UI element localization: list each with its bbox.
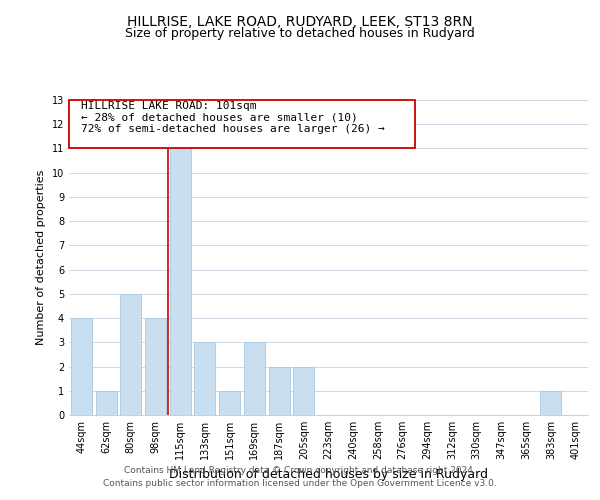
Text: HILLRISE LAKE ROAD: 101sqm
← 28% of detached houses are smaller (10)
72% of semi: HILLRISE LAKE ROAD: 101sqm ← 28% of deta… [82, 101, 385, 134]
Text: Size of property relative to detached houses in Rudyard: Size of property relative to detached ho… [125, 28, 475, 40]
Bar [244, 342, 265, 415]
Bar [269, 366, 290, 415]
Bar [293, 366, 314, 415]
Text: Contains HM Land Registry data © Crown copyright and database right 2024.
Contai: Contains HM Land Registry data © Crown c… [103, 466, 497, 487]
Text: HILLRISE, LAKE ROAD, RUDYARD, LEEK, ST13 8RN: HILLRISE, LAKE ROAD, RUDYARD, LEEK, ST13… [127, 15, 473, 29]
Bar [71, 318, 92, 415]
Bar [170, 148, 191, 415]
Bar [120, 294, 141, 415]
Bar [219, 391, 240, 415]
Bar [145, 318, 166, 415]
FancyBboxPatch shape [69, 100, 415, 148]
Bar [95, 391, 116, 415]
Y-axis label: Number of detached properties: Number of detached properties [36, 170, 46, 345]
Bar [194, 342, 215, 415]
Bar [541, 391, 562, 415]
X-axis label: Distribution of detached houses by size in Rudyard: Distribution of detached houses by size … [169, 468, 488, 480]
